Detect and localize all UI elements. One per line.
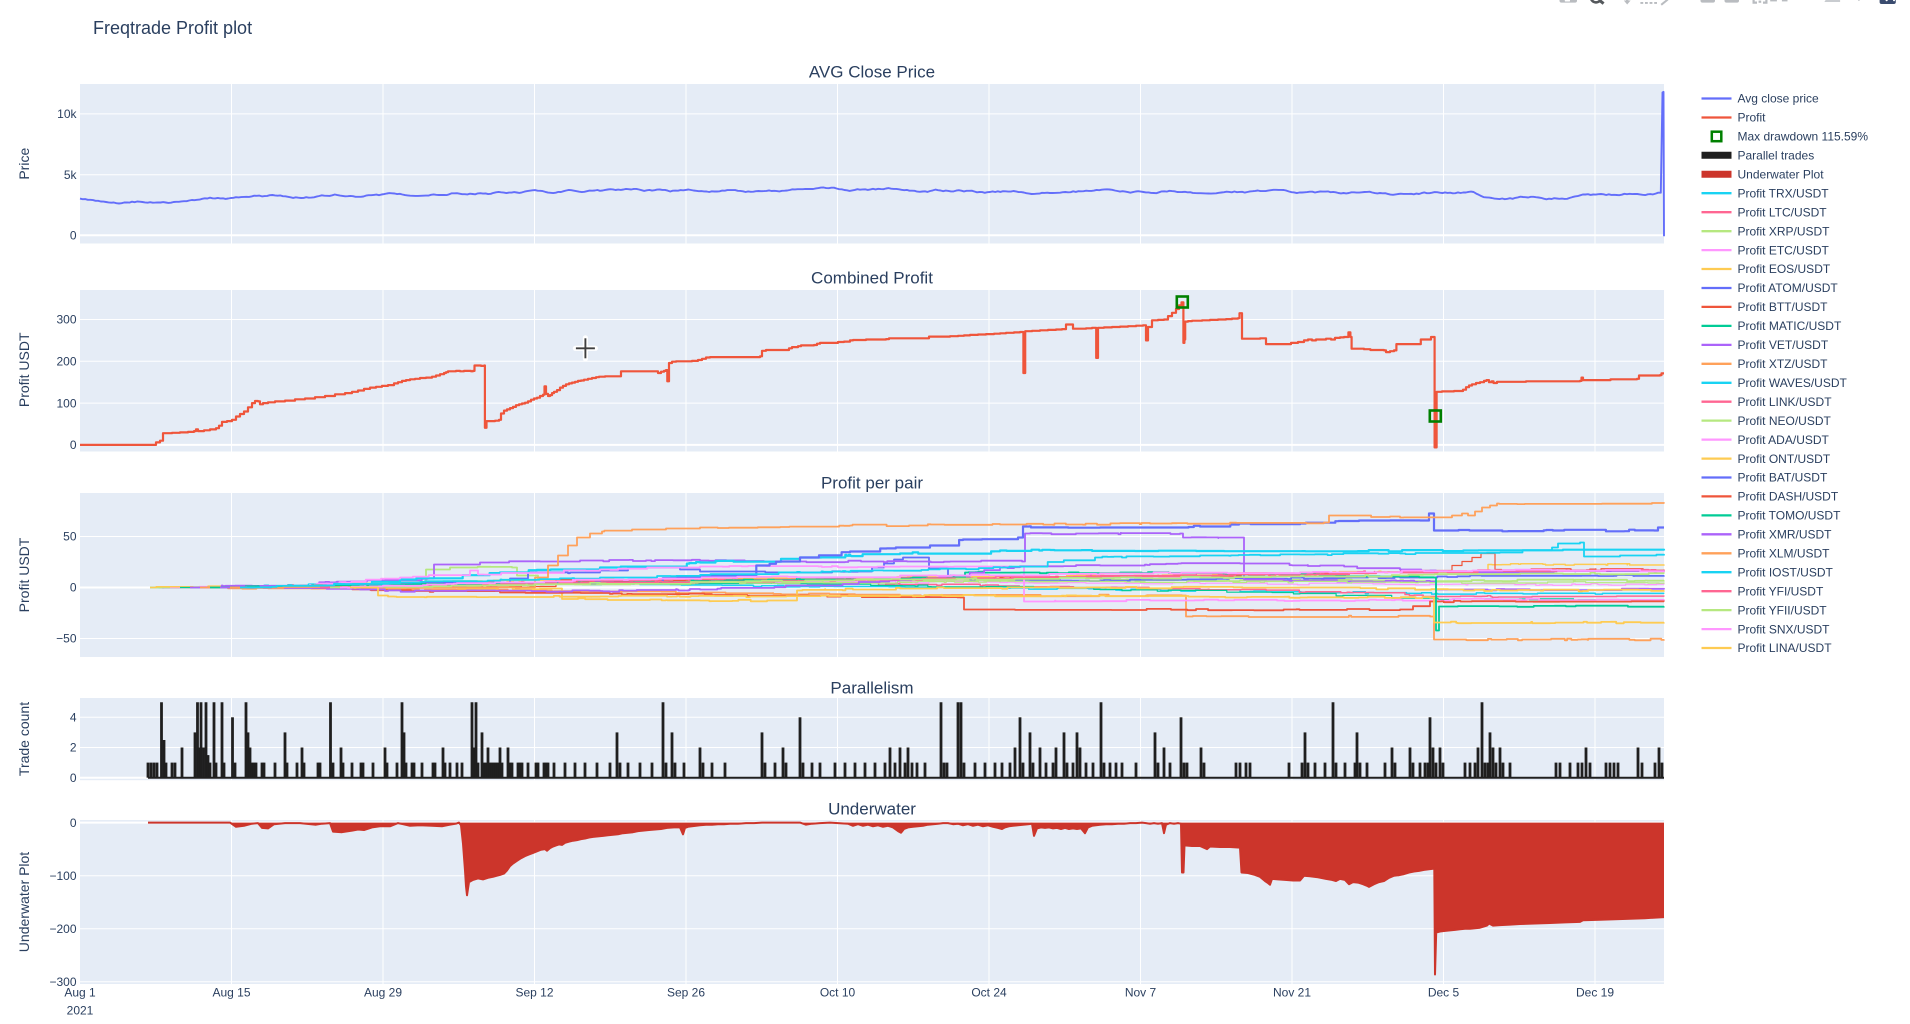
svg-text:Nov 7: Nov 7 bbox=[1125, 986, 1157, 1000]
svg-text:0: 0 bbox=[70, 438, 77, 452]
svg-text:Price: Price bbox=[16, 148, 32, 180]
svg-text:AVG Close Price: AVG Close Price bbox=[809, 63, 935, 82]
svg-text:Max drawdown 115.59%: Max drawdown 115.59% bbox=[1738, 130, 1869, 144]
svg-text:−300: −300 bbox=[49, 975, 76, 989]
svg-text:Nov 21: Nov 21 bbox=[1273, 986, 1311, 1000]
svg-text:Oct 10: Oct 10 bbox=[820, 986, 856, 1000]
svg-text:Profit ONT/USDT: Profit ONT/USDT bbox=[1738, 452, 1831, 466]
svg-text:Profit TOMO/USDT: Profit TOMO/USDT bbox=[1738, 509, 1842, 523]
svg-text:Profit XRP/USDT: Profit XRP/USDT bbox=[1738, 224, 1831, 238]
svg-text:Profit IOST/USDT: Profit IOST/USDT bbox=[1738, 566, 1834, 580]
svg-text:Parallel trades: Parallel trades bbox=[1738, 149, 1815, 163]
svg-text:Profit YFI/USDT: Profit YFI/USDT bbox=[1738, 584, 1824, 598]
svg-text:Profit SNX/USDT: Profit SNX/USDT bbox=[1738, 622, 1831, 636]
svg-text:Sep 12: Sep 12 bbox=[515, 986, 553, 1000]
svg-text:50: 50 bbox=[63, 530, 77, 544]
svg-text:5k: 5k bbox=[64, 168, 78, 182]
svg-text:Profit XTZ/USDT: Profit XTZ/USDT bbox=[1738, 357, 1829, 371]
svg-text:Profit per pair: Profit per pair bbox=[821, 474, 923, 493]
svg-text:−100: −100 bbox=[49, 869, 76, 883]
svg-text:100: 100 bbox=[56, 396, 76, 410]
svg-text:Profit LINK/USDT: Profit LINK/USDT bbox=[1738, 395, 1833, 409]
svg-text:10k: 10k bbox=[57, 107, 77, 121]
svg-text:Profit DASH/USDT: Profit DASH/USDT bbox=[1738, 490, 1839, 504]
svg-text:Aug 1: Aug 1 bbox=[64, 986, 96, 1000]
svg-text:Profit LINA/USDT: Profit LINA/USDT bbox=[1738, 641, 1833, 655]
svg-text:200: 200 bbox=[56, 355, 76, 369]
svg-text:2: 2 bbox=[70, 741, 77, 755]
svg-text:Profit: Profit bbox=[1738, 111, 1767, 125]
svg-text:Aug 15: Aug 15 bbox=[212, 986, 250, 1000]
svg-text:Profit BAT/USDT: Profit BAT/USDT bbox=[1738, 471, 1828, 485]
svg-text:Profit YFII/USDT: Profit YFII/USDT bbox=[1738, 603, 1828, 617]
svg-text:Oct 24: Oct 24 bbox=[971, 986, 1007, 1000]
svg-text:Aug 29: Aug 29 bbox=[364, 986, 402, 1000]
svg-text:Underwater Plot: Underwater Plot bbox=[16, 852, 32, 952]
svg-text:Profit WAVES/USDT: Profit WAVES/USDT bbox=[1738, 376, 1848, 390]
svg-text:Combined Profit: Combined Profit bbox=[811, 268, 933, 287]
svg-text:0: 0 bbox=[70, 228, 77, 242]
svg-text:0: 0 bbox=[70, 581, 77, 595]
svg-text:2021: 2021 bbox=[67, 1004, 94, 1018]
svg-text:Profit VET/USDT: Profit VET/USDT bbox=[1738, 338, 1829, 352]
svg-text:Sep 26: Sep 26 bbox=[667, 986, 705, 1000]
svg-text:Profit EOS/USDT: Profit EOS/USDT bbox=[1738, 262, 1831, 276]
svg-text:−50: −50 bbox=[56, 632, 77, 646]
svg-text:300: 300 bbox=[56, 313, 76, 327]
svg-text:Underwater: Underwater bbox=[828, 800, 916, 819]
svg-text:Dec 19: Dec 19 bbox=[1576, 986, 1614, 1000]
svg-text:Profit ETC/USDT: Profit ETC/USDT bbox=[1738, 243, 1830, 257]
svg-text:Trade count: Trade count bbox=[16, 702, 32, 776]
svg-text:Freqtrade Profit plot: Freqtrade Profit plot bbox=[93, 18, 252, 38]
svg-text:Profit ADA/USDT: Profit ADA/USDT bbox=[1738, 433, 1830, 447]
svg-text:Profit BTT/USDT: Profit BTT/USDT bbox=[1738, 300, 1829, 314]
svg-text:Profit LTC/USDT: Profit LTC/USDT bbox=[1738, 205, 1828, 219]
svg-text:Profit NEO/USDT: Profit NEO/USDT bbox=[1738, 414, 1832, 428]
svg-text:Profit XMR/USDT: Profit XMR/USDT bbox=[1738, 528, 1833, 542]
svg-text:Avg close price: Avg close price bbox=[1738, 92, 1819, 106]
svg-text:0: 0 bbox=[70, 816, 77, 830]
svg-text:Profit XLM/USDT: Profit XLM/USDT bbox=[1738, 547, 1831, 561]
svg-text:Profit USDT: Profit USDT bbox=[16, 332, 32, 407]
svg-text:Profit ATOM/USDT: Profit ATOM/USDT bbox=[1738, 281, 1839, 295]
svg-text:Parallelism: Parallelism bbox=[830, 679, 913, 698]
svg-text:Profit MATIC/USDT: Profit MATIC/USDT bbox=[1738, 319, 1842, 333]
svg-text:Dec 5: Dec 5 bbox=[1428, 986, 1460, 1000]
svg-text:Underwater Plot: Underwater Plot bbox=[1738, 168, 1825, 182]
svg-text:0: 0 bbox=[70, 771, 77, 785]
svg-text:−200: −200 bbox=[49, 922, 76, 936]
svg-text:Profit USDT: Profit USDT bbox=[16, 537, 32, 612]
svg-text:4: 4 bbox=[70, 711, 77, 725]
svg-text:Profit TRX/USDT: Profit TRX/USDT bbox=[1738, 186, 1830, 200]
